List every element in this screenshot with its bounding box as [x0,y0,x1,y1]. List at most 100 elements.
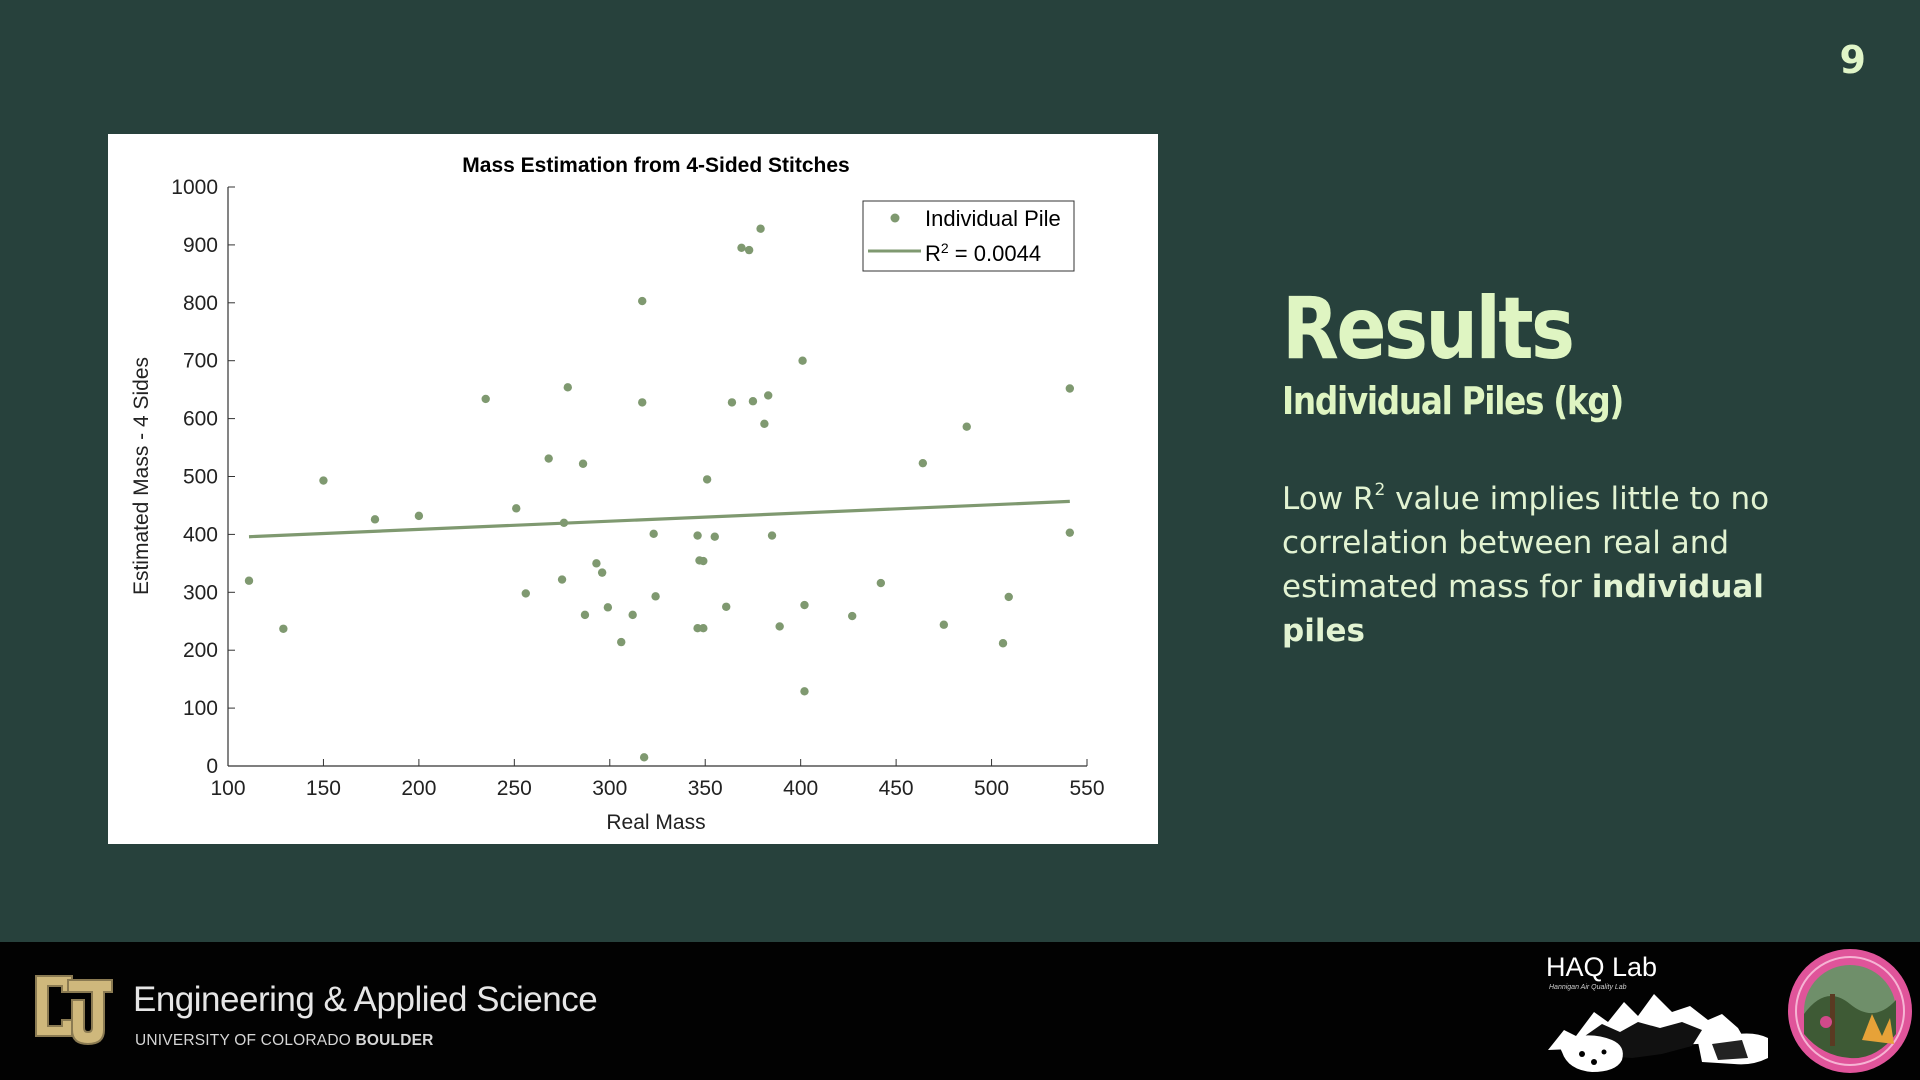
data-point [939,620,949,629]
data-point [756,224,765,233]
x-tick-label: 300 [592,777,627,800]
data-point [580,610,590,620]
data-point [699,556,708,566]
y-tick-label: 0 [206,755,218,778]
y-tick-label: 100 [183,697,218,720]
legend-label-fit-line: R2 = 0.0044 [925,240,1041,266]
trend-line [248,499,1070,539]
serdp-seal-icon [1788,949,1912,1073]
data-point [639,753,649,762]
results-panel: Results Individual Piles (kg) Low R2 val… [1282,282,1842,653]
y-tick-label: 900 [183,234,218,257]
y-axis-label: Estimated Mass - 4 Sides [130,357,153,595]
data-point [370,515,380,524]
university-name: UNIVERSITY OF COLORADO BOULDER [135,1032,434,1049]
data-point [699,623,708,633]
data-point [1004,592,1013,602]
x-tick-label: 450 [879,777,914,800]
data-point [727,398,737,407]
chart-axes [227,187,1087,767]
data-point [764,391,773,400]
data-point [702,475,712,484]
y-tick-label: 1000 [171,176,218,199]
data-point [651,592,660,601]
lab-name: HAQ Lab [1546,952,1658,982]
department-name: Engineering & Applied Science [133,980,598,1019]
cu-logo-icon [35,975,113,1046]
data-point [722,602,731,611]
y-tick-label: 200 [183,639,218,662]
chart-legend: Individual Pile R2 = 0.0044 [862,200,1075,272]
data-point [559,518,569,528]
data-point [592,559,601,568]
data-point [744,245,754,255]
x-tick-label: 550 [1069,777,1104,800]
data-point [798,356,807,365]
footer-bar: Engineering & Applied Science UNIVERSITY… [0,942,1920,1080]
data-point [748,397,758,406]
legend-marker-individual-pile [890,213,900,223]
x-tick-label: 100 [210,777,245,800]
legend-box [862,200,1075,272]
results-title: Results [1282,279,1575,379]
results-description: Low R2 value implies little to no correl… [1282,479,1770,649]
data-point [918,458,928,468]
data-point [414,511,424,521]
chart-title: Mass Estimation from 4-Sided Stitches [462,154,849,177]
trend-line-group [248,499,1070,539]
data-point [597,568,607,577]
data-point [628,610,637,620]
data-point [848,611,857,621]
data-point [512,504,521,513]
y-tick-label: 500 [183,466,218,489]
slide-number: 9 [1839,38,1866,82]
data-point [244,576,254,585]
data-point [521,589,530,598]
lab-subtitle: Hannigan Air Quality Lab [1549,984,1627,991]
data-point [563,383,572,392]
y-tick-label: 300 [183,581,218,604]
data-point [775,622,784,631]
haq-lab-logo-icon [1548,994,1768,1072]
y-tick-label: 700 [183,350,218,373]
data-point [800,687,809,696]
data-point [638,398,647,407]
data-point [998,639,1008,648]
data-points [244,224,1075,762]
data-point [544,454,553,463]
legend-label-individual-pile: Individual Pile [925,206,1061,231]
data-point [1065,528,1075,537]
data-point [481,394,490,404]
chart-canvas: Mass Estimation from 4-Sided Stitches 10… [130,154,1105,834]
data-point [319,476,328,485]
data-point [603,603,613,612]
data-point [767,531,777,540]
data-point [693,531,702,540]
data-point [279,624,288,633]
x-tick-label: 250 [497,777,532,800]
x-tick-label: 350 [688,777,723,800]
y-tick-label: 600 [183,408,218,431]
data-point [962,422,971,431]
chart-ticks: 100 150 200 250 300 350 400 450 500 5500100200300… [171,176,1104,800]
data-point [557,575,567,584]
scatter-chart: Mass Estimation from 4-Sided Stitches 10… [108,134,1158,844]
data-point [800,600,809,610]
data-point [737,243,746,252]
x-tick-label: 200 [401,777,436,800]
x-axis-label: Real Mass [606,811,705,834]
data-point [578,459,588,468]
data-point [638,296,647,306]
data-point [876,578,886,588]
x-tick-label: 400 [783,777,818,800]
data-point [710,532,719,541]
data-point [760,419,769,429]
data-point [617,637,626,647]
x-tick-label: 150 [306,777,341,800]
data-point [649,529,658,539]
y-tick-label: 400 [183,523,218,546]
data-point [1065,384,1075,393]
x-tick-label: 500 [974,777,1009,800]
y-tick-label: 800 [183,292,218,315]
results-subtitle: Individual Piles (kg) [1282,378,1624,423]
